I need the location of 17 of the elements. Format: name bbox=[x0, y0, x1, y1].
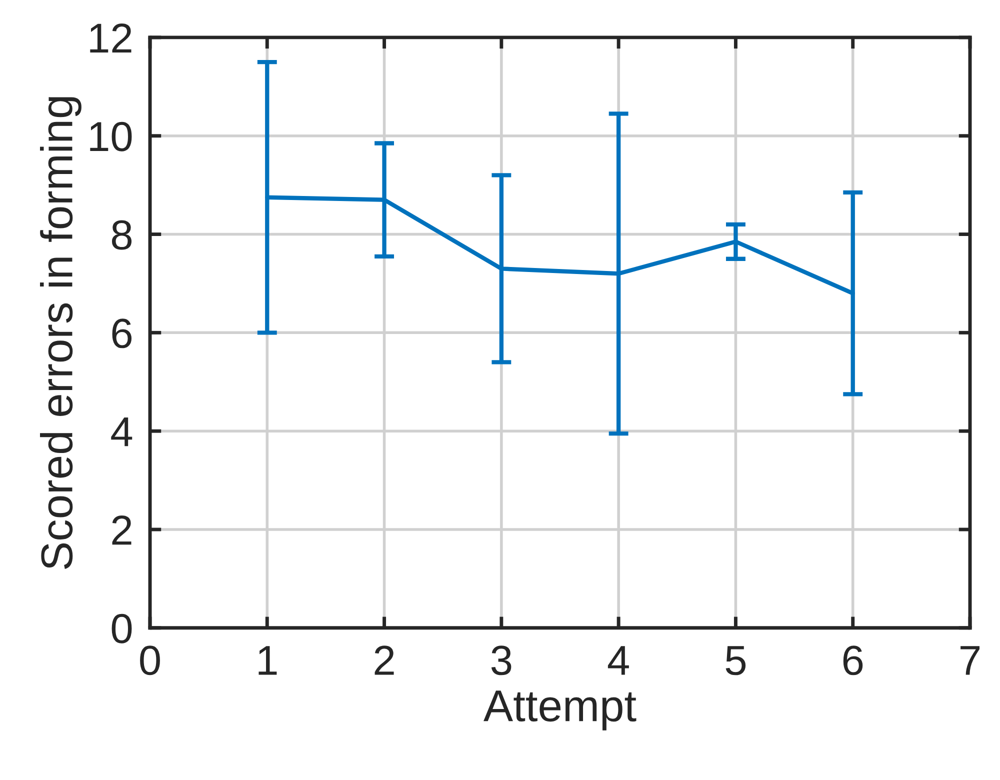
x-tick-label: 0 bbox=[140, 646, 160, 676]
x-tick-label: 4 bbox=[608, 646, 629, 675]
x-tick-label: 1 bbox=[258, 646, 277, 675]
x-tick-label: 2 bbox=[374, 646, 394, 675]
y-axis-title: Scored errors in forming bbox=[40, 97, 82, 569]
x-tick-label: 7 bbox=[960, 646, 980, 675]
y-tick-label: 4 bbox=[111, 418, 132, 446]
y-tick-label: 6 bbox=[112, 318, 132, 348]
y-tick-label: 8 bbox=[112, 220, 132, 250]
y-tick-label: 2 bbox=[112, 515, 132, 545]
x-tick-label: 5 bbox=[726, 646, 746, 676]
y-tick-label: 12 bbox=[90, 23, 132, 53]
x-tick-label: 6 bbox=[843, 646, 863, 676]
x-tick-label: 3 bbox=[491, 646, 512, 676]
y-tick-label: 10 bbox=[90, 122, 132, 152]
x-axis-title: Attempt bbox=[484, 690, 636, 730]
y-tick-label: 0 bbox=[112, 614, 132, 644]
